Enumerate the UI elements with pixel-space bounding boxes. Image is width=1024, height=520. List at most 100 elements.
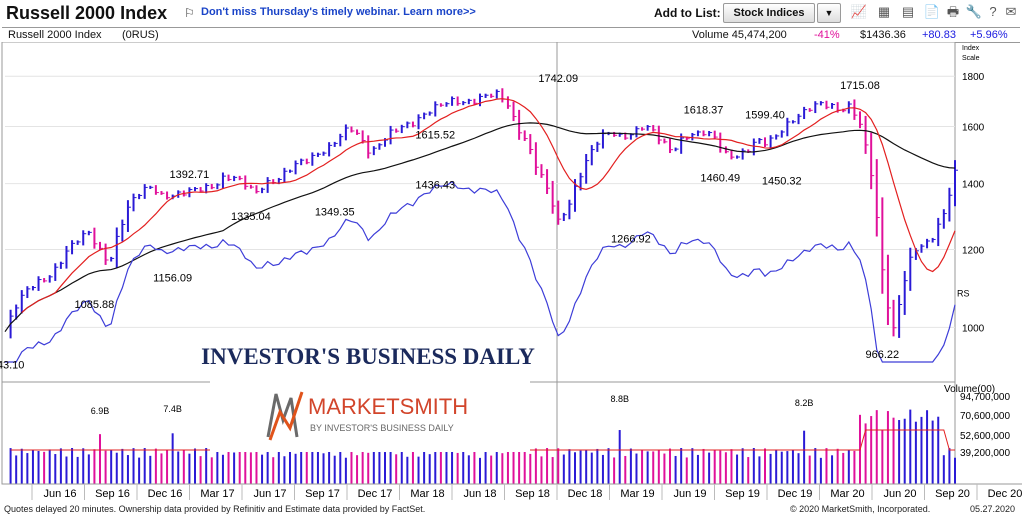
volume-bar <box>736 454 739 484</box>
price-scale-label: Scale <box>962 55 980 62</box>
price-tick-label: 1200 <box>962 245 985 256</box>
volume-bar <box>579 450 582 484</box>
volume-bar <box>780 451 783 484</box>
price-change: +80.83 <box>922 29 956 41</box>
volume-bar <box>65 456 68 484</box>
volume-bar <box>272 457 275 484</box>
volume-bars <box>9 409 956 484</box>
x-tick-label: Mar 18 <box>410 488 444 500</box>
volume-bar <box>529 453 532 484</box>
footer-disclaimer: Quotes delayed 20 minutes. Ownership dat… <box>4 504 426 514</box>
volume-bar <box>233 452 236 484</box>
volume-bar <box>786 451 789 484</box>
volume-bar <box>456 452 459 484</box>
volume-bar <box>82 448 85 484</box>
volume-bar <box>294 453 297 484</box>
volume-bar <box>607 448 610 484</box>
volume-bar <box>574 452 576 484</box>
volume-bar <box>641 449 644 484</box>
volume-bar <box>149 455 152 484</box>
volume-bar <box>613 457 616 484</box>
volume-bar <box>864 423 867 484</box>
volume-bar <box>819 457 822 484</box>
volume-bar <box>249 452 252 484</box>
volume-bar <box>775 449 778 484</box>
moving-average-200 <box>4 122 956 333</box>
price-tick-label: 1400 <box>962 180 985 191</box>
volume-bar <box>831 455 834 484</box>
volume-bar <box>473 448 476 484</box>
volume-bar <box>115 452 118 484</box>
price-annotation: 1715.08 <box>840 80 880 92</box>
list-select[interactable]: Stock Indices <box>723 3 815 23</box>
volume-bar <box>439 451 442 484</box>
volume-bar <box>361 448 364 484</box>
volume-bar <box>590 452 593 484</box>
volume-bar <box>562 454 565 484</box>
layout-icon[interactable]: ▤ <box>901 4 915 19</box>
volume-bar <box>730 449 733 484</box>
marketsmith-logo-text: MARKETSMITH <box>308 394 468 419</box>
print-icon[interactable]: 🖶 <box>946 4 960 19</box>
volume-bar <box>54 454 57 484</box>
webinar-link[interactable]: Don't miss Thursday's timely webinar. Le… <box>201 6 476 18</box>
volume-bar <box>926 410 929 484</box>
volume-bar <box>110 450 113 484</box>
volume-bar <box>479 457 481 484</box>
volume-bar <box>803 430 806 484</box>
volume-bar <box>400 448 403 484</box>
volume-axis-label: Volume(00) <box>944 384 995 395</box>
volume-bar <box>311 451 314 484</box>
email-icon[interactable]: ✉ <box>1005 4 1017 19</box>
volume-bar <box>652 451 655 484</box>
volume-bar <box>870 416 873 484</box>
volume-bar <box>713 450 716 484</box>
volume-bar <box>384 452 386 484</box>
footer: Quotes delayed 20 minutes. Ownership dat… <box>0 500 1024 520</box>
volume-bar <box>266 448 269 484</box>
price-volume-chart: RS 43.10 1085.88 1156.09 1392.71 1335.04 1349.… <box>0 42 1022 500</box>
volume-bar <box>909 409 912 484</box>
wrench-icon[interactable]: 🔧 <box>965 4 983 19</box>
price-annotations: RS 43.10 1085.88 1156.09 1392.71 1335.04 1349.… <box>0 73 970 416</box>
volume-bar <box>305 451 308 484</box>
volume-bar <box>540 456 543 484</box>
line-chart-icon[interactable]: 📈 <box>850 4 868 19</box>
volume-bar <box>898 420 901 484</box>
volume-bar <box>886 411 889 484</box>
volume-bar <box>76 456 79 484</box>
price-annotation: 1085.88 <box>75 299 115 311</box>
gridlines <box>5 75 955 328</box>
volume-bar <box>289 448 291 484</box>
volume-bar <box>406 456 409 484</box>
volume-bar <box>518 451 521 484</box>
volume-bar <box>875 410 878 484</box>
price-annotation: 1266.92 <box>611 233 651 245</box>
price-annotation: 43.10 <box>0 359 24 371</box>
volume-bar <box>903 418 906 484</box>
grid-icon[interactable]: ▦ <box>877 4 891 19</box>
chevron-down-icon[interactable]: ▼ <box>817 3 841 23</box>
volume-bar <box>177 451 180 484</box>
moving-average-50 <box>21 98 956 314</box>
price-annotation: 1618.37 <box>684 105 724 117</box>
volume-bar <box>283 456 286 484</box>
volume-bar <box>87 454 90 484</box>
x-tick-label: Dec 18 <box>568 488 603 500</box>
volume-bar <box>484 448 487 484</box>
help-icon[interactable]: ? <box>989 4 997 19</box>
pdf-icon[interactable]: 📄 <box>923 4 941 19</box>
volume-bar <box>942 455 945 484</box>
volume-bar <box>143 448 146 484</box>
volume-bar <box>696 454 699 484</box>
volume-bar <box>194 448 196 484</box>
rs-label: RS <box>957 289 970 299</box>
x-tick-label: Jun 16 <box>43 488 76 500</box>
volume-bar <box>948 448 951 484</box>
price-annotation: 1436.43 <box>415 180 455 192</box>
volume-bar <box>825 448 828 484</box>
volume-bar <box>333 455 336 484</box>
last-price: $1436.36 <box>860 29 906 41</box>
x-tick-label: Jun 20 <box>883 488 916 500</box>
volume-tick-label: 39,200,000 <box>960 448 1010 459</box>
